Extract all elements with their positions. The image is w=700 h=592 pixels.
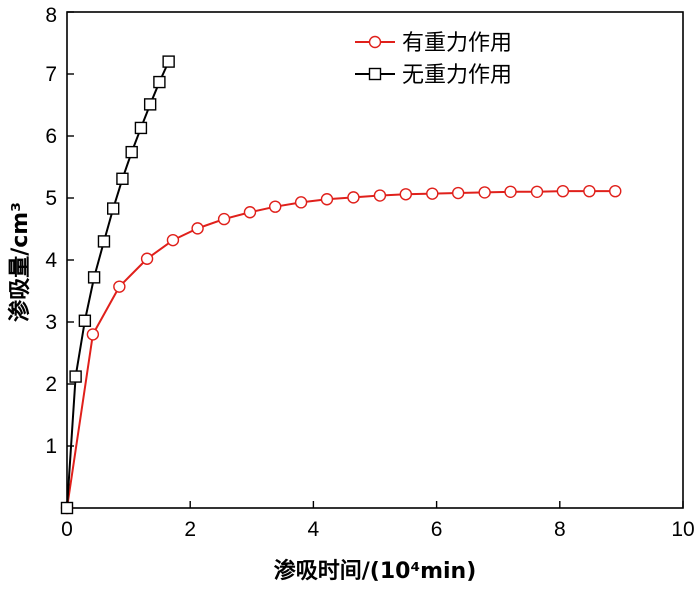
y-tick-label-0: 8 xyxy=(45,4,57,27)
data-point-gravity xyxy=(504,185,517,199)
data-point-gravity xyxy=(373,189,387,202)
x-axis-title: 渗吸时间/(10⁴min) xyxy=(274,558,477,584)
y-tick-label: 4 xyxy=(45,249,57,272)
data-point-gravity xyxy=(113,280,126,293)
data-point-gravity xyxy=(399,188,412,201)
data-point-gravity xyxy=(217,212,231,226)
legend-marker-no-gravity xyxy=(368,67,382,81)
data-point-gravity xyxy=(243,206,257,219)
data-point-gravity xyxy=(426,187,439,200)
legend: 有重力作用 无重力作用 xyxy=(355,31,512,88)
data-point-gravity xyxy=(530,185,544,199)
data-point-no-gravity xyxy=(87,271,101,284)
data-point-gravity xyxy=(294,196,308,209)
x-tick-label: 10 xyxy=(671,518,694,541)
x-tick-label: 0 xyxy=(61,518,73,541)
x-tick-label: 4 xyxy=(308,518,320,541)
data-point-no-gravity xyxy=(78,314,92,327)
x-tick-label: 6 xyxy=(431,518,443,541)
data-point-gravity xyxy=(583,184,596,198)
data-point-no-gravity xyxy=(143,98,157,111)
y-tick-label: 3 xyxy=(45,311,57,334)
data-point-gravity xyxy=(191,222,204,235)
y-tick-label: 1 xyxy=(45,435,57,458)
data-point-no-gravity xyxy=(69,370,82,383)
legend-label-gravity: 有重力作用 xyxy=(402,31,512,56)
x-tick-label: 2 xyxy=(184,518,196,541)
data-point-gravity xyxy=(478,186,491,199)
data-point-gravity xyxy=(269,200,282,213)
x-tick-label: 8 xyxy=(554,518,566,541)
data-point-no-gravity xyxy=(125,145,138,159)
data-point-no-gravity xyxy=(97,235,111,248)
legend-marker-gravity xyxy=(368,35,382,49)
data-point-gravity xyxy=(556,184,570,198)
y-axis-title: 渗吸量/cm³ xyxy=(7,202,33,322)
series-layer xyxy=(60,55,622,515)
data-point-no-gravity xyxy=(60,501,74,515)
data-point-no-gravity xyxy=(106,202,120,215)
data-point-no-gravity xyxy=(153,75,166,89)
data-point-gravity xyxy=(609,184,622,198)
data-point-no-gravity xyxy=(116,172,129,185)
data-point-gravity xyxy=(320,193,334,206)
y-tick-label: 7 xyxy=(45,63,57,86)
y-tick-label: 5 xyxy=(45,187,57,210)
data-point-gravity xyxy=(140,252,154,265)
data-point-no-gravity xyxy=(162,55,175,68)
data-point-no-gravity xyxy=(134,121,148,135)
data-point-gravity xyxy=(451,186,465,200)
y-tick-label: 2 xyxy=(45,373,57,396)
data-point-gravity xyxy=(347,191,360,204)
y-axis-ticks: 1 2 3 4 5 6 7 xyxy=(45,11,74,458)
series-line-gravity xyxy=(66,190,616,509)
y-tick-label: 6 xyxy=(45,125,57,148)
x-axis-ticks: 0 2 4 6 8 10 xyxy=(61,501,695,541)
data-point-gravity xyxy=(166,233,180,247)
legend-label-no-gravity: 无重力作用 xyxy=(402,63,512,88)
data-point-gravity xyxy=(86,328,100,341)
